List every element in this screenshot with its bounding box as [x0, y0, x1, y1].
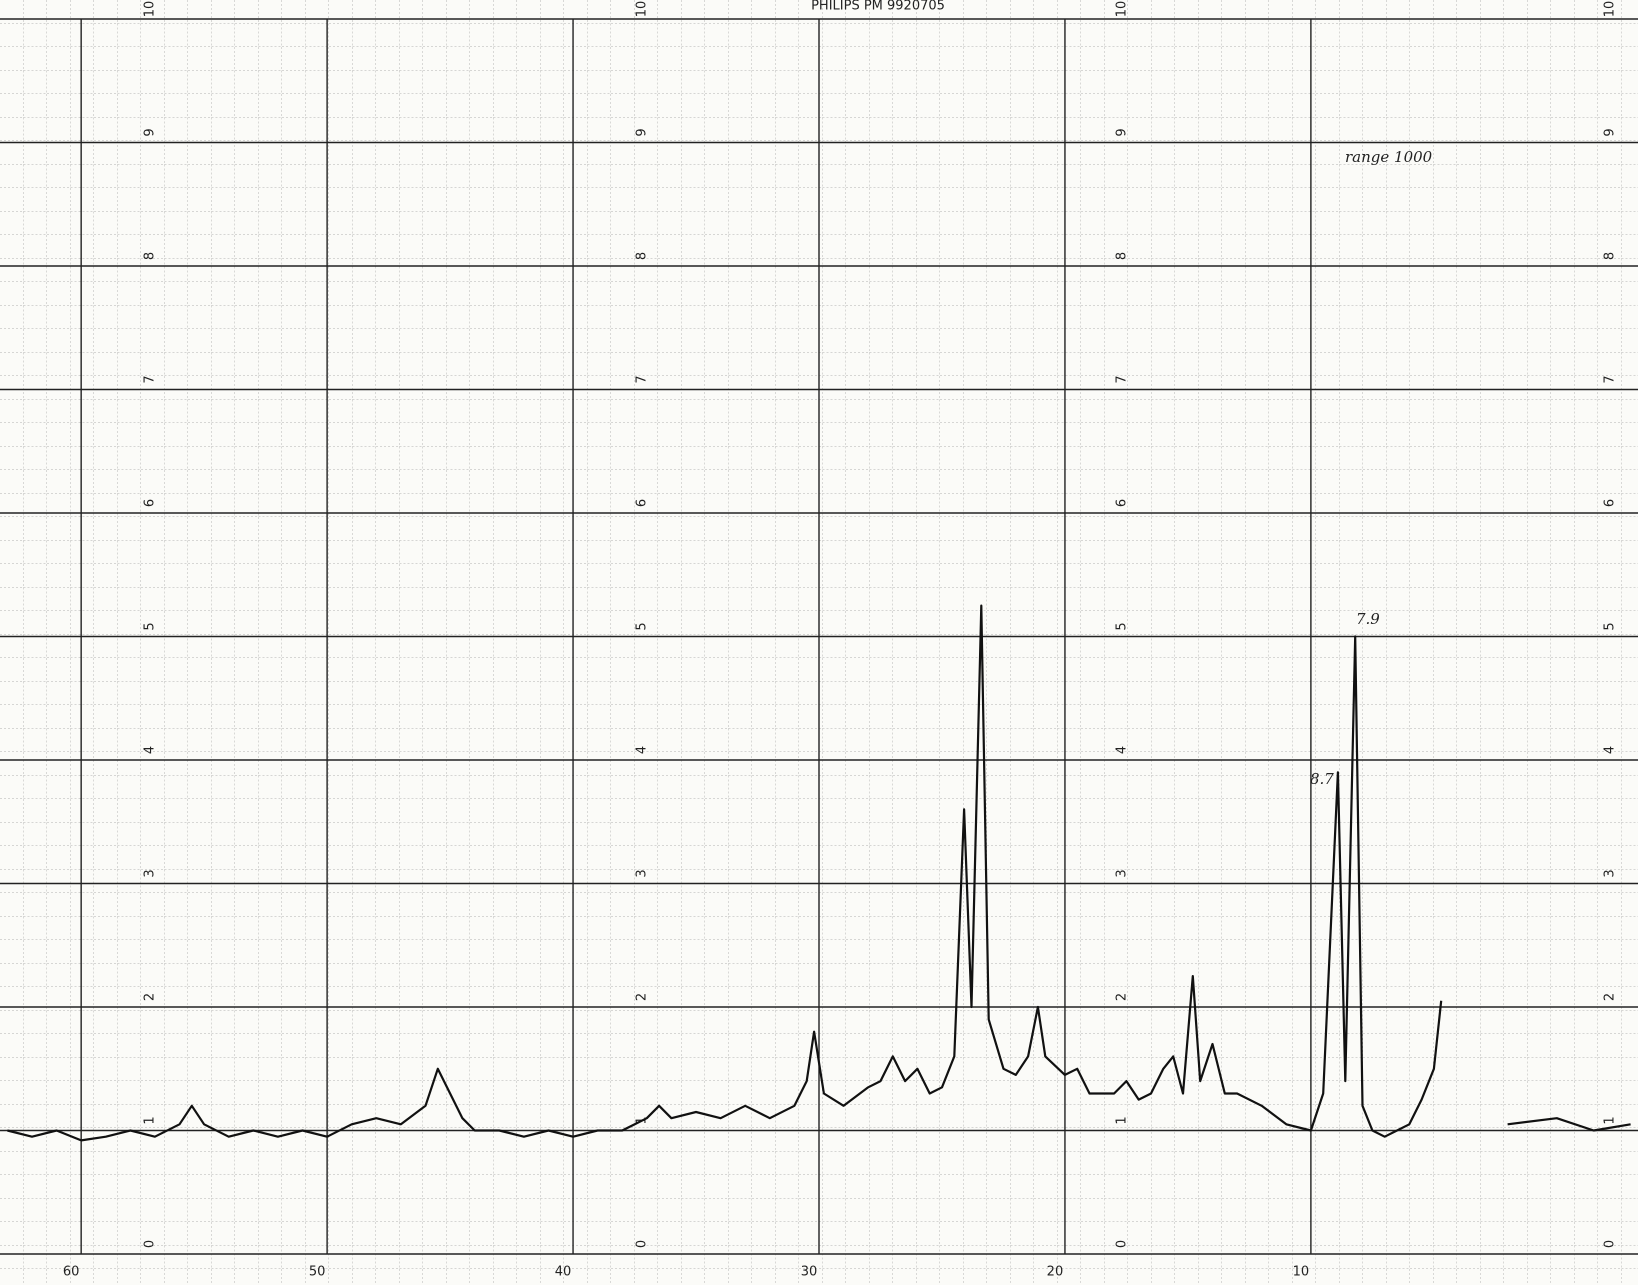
y-tick-label: 6 [635, 499, 650, 507]
y-tick-label: 3 [1603, 869, 1618, 877]
y-tick-label: 0 [143, 1240, 158, 1248]
y-tick-label: 8 [635, 252, 650, 260]
y-tick-label: 3 [143, 869, 158, 877]
y-tick-label: 0 [635, 1240, 650, 1248]
y-tick-label: 5 [635, 622, 650, 630]
y-tick-label: 10 [143, 1, 158, 18]
y-tick-label: 2 [635, 993, 650, 1001]
x-tick-label: 30 [801, 1265, 818, 1280]
y-tick-label: 9 [143, 128, 158, 136]
y-tick-label: 8 [1603, 252, 1618, 260]
y-tick-label: 9 [635, 128, 650, 136]
y-tick-label: 4 [1603, 746, 1618, 754]
x-tick-label: 20 [1047, 1265, 1064, 1280]
y-tick-label: 0 [1115, 1240, 1130, 1248]
y-tick-label: 5 [143, 622, 158, 630]
y-tick-label: 7 [1115, 375, 1130, 383]
y-tick-label: 6 [143, 499, 158, 507]
y-tick-label: 2 [143, 993, 158, 1001]
x-tick-label: 50 [309, 1265, 326, 1280]
y-tick-label: 4 [1115, 746, 1130, 754]
y-tick-label: 9 [1115, 128, 1130, 136]
x-tick-label: 10 [1293, 1265, 1310, 1280]
y-tick-label: 4 [635, 746, 650, 754]
y-tick-label: 2 [1603, 993, 1618, 1001]
y-tick-label: 10 [1115, 1, 1130, 18]
y-tick-label: 1 [1603, 1116, 1618, 1124]
x-tick-label: 40 [555, 1265, 572, 1280]
y-tick-label: 5 [1115, 622, 1130, 630]
y-tick-label: 9 [1603, 128, 1618, 136]
annotation: 8.7 [1310, 770, 1334, 788]
x-tick-label: 60 [63, 1265, 80, 1280]
y-tick-label: 10 [635, 1, 650, 18]
y-tick-label: 1 [1115, 1116, 1130, 1124]
y-tick-label: 7 [635, 375, 650, 383]
y-tick-label: 0 [1603, 1240, 1618, 1248]
y-tick-label: 1 [143, 1116, 158, 1124]
y-tick-label: 8 [143, 252, 158, 260]
chart-title: PHILIPS PM 9920705 [811, 0, 945, 14]
y-tick-label: 7 [1603, 375, 1618, 383]
y-tick-label: 3 [635, 869, 650, 877]
annotation: range 1000 [1345, 148, 1433, 166]
y-tick-label: 5 [1603, 622, 1618, 630]
annotation: 7.9 [1356, 610, 1380, 628]
y-tick-label: 4 [143, 746, 158, 754]
y-tick-label: 7 [143, 375, 158, 383]
y-tick-label: 3 [1115, 869, 1130, 877]
y-tick-label: 2 [1115, 993, 1130, 1001]
y-tick-label: 8 [1115, 252, 1130, 260]
trace [7, 604, 1631, 1142]
y-tick-label: 6 [1603, 499, 1618, 507]
y-tick-label: 6 [1115, 499, 1130, 507]
y-tick-label: 10 [1603, 1, 1618, 18]
